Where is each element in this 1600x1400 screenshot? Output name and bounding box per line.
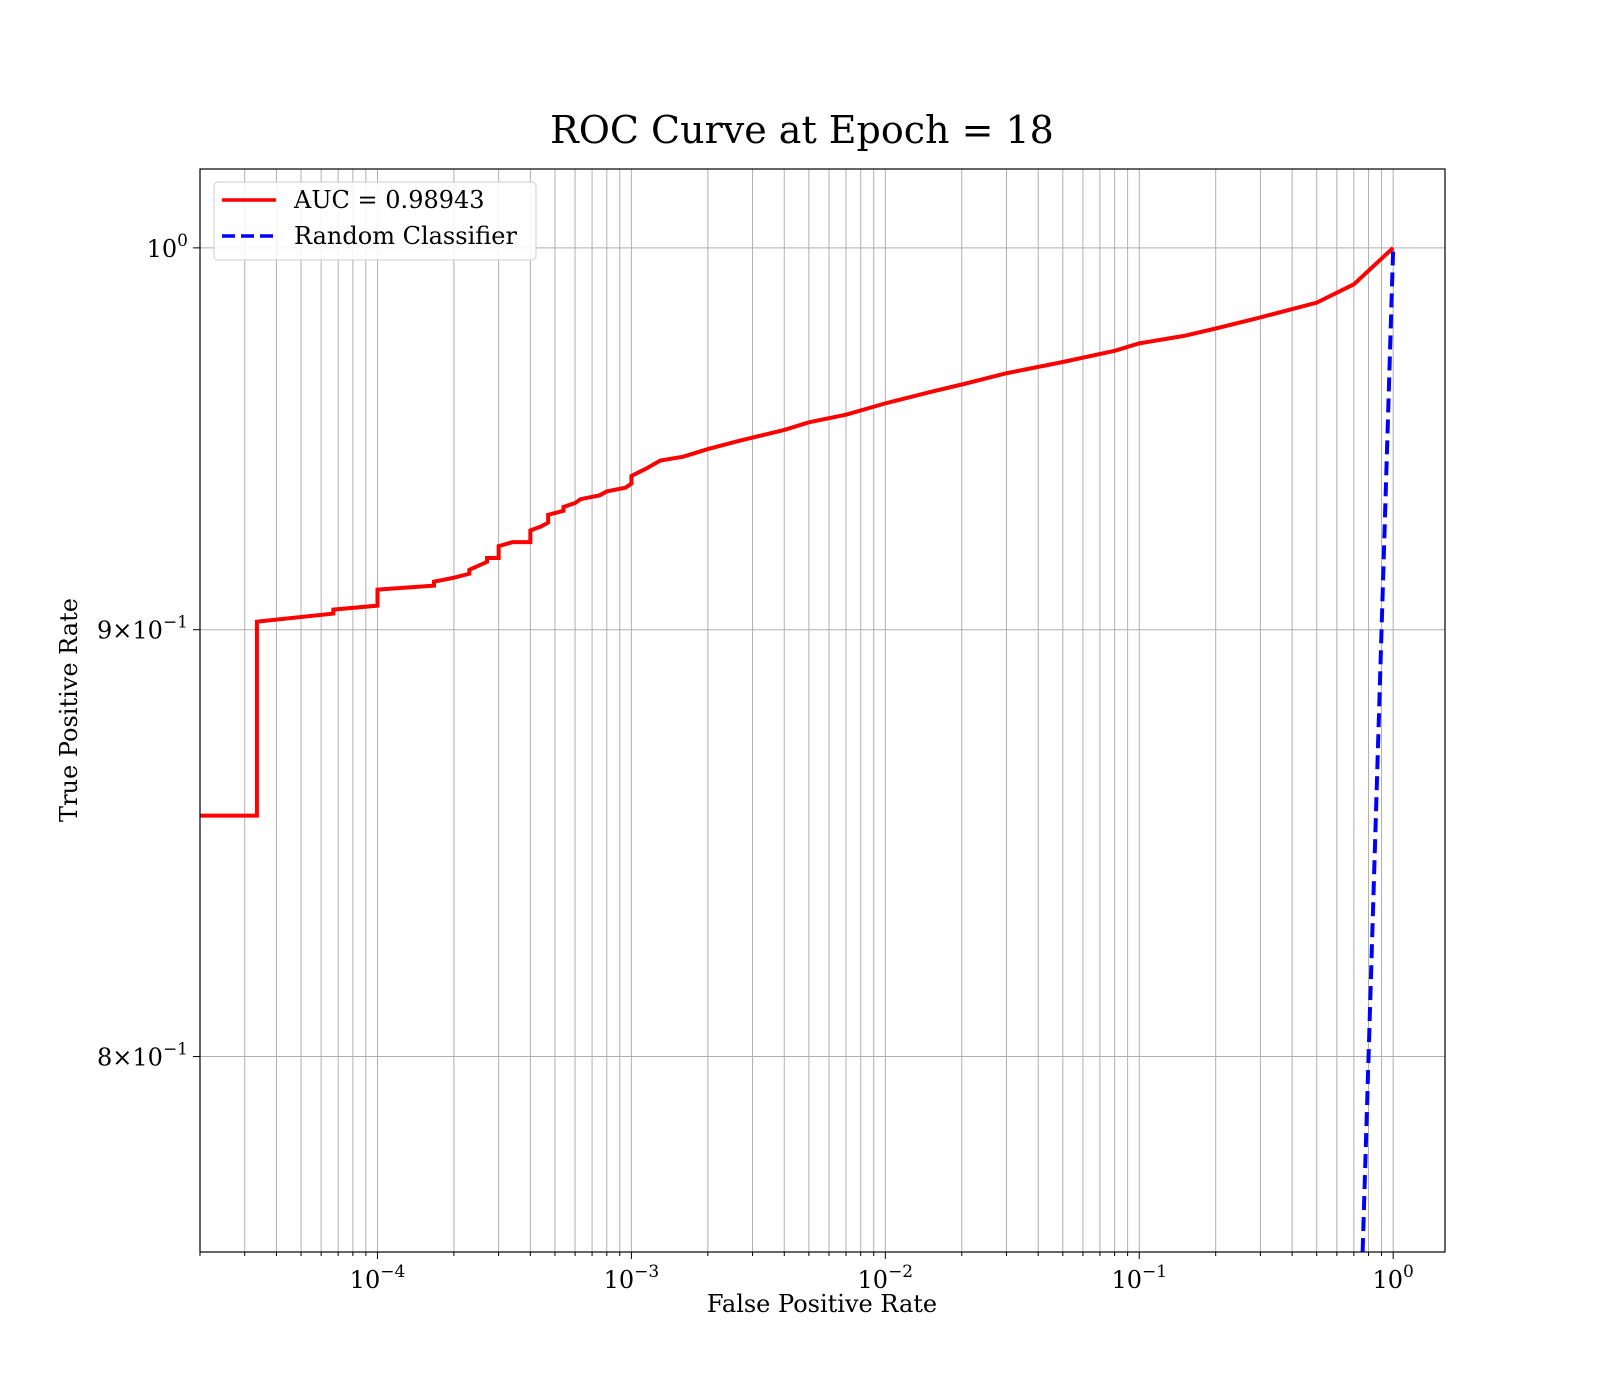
x-tick-label: 10−3 bbox=[604, 1262, 660, 1294]
x-axis-label: False Positive Rate bbox=[707, 1290, 937, 1318]
x-tick-label: 10−1 bbox=[1111, 1262, 1167, 1294]
y-axis-ticks: 100 9×10−1 8×10−1 bbox=[97, 231, 200, 1072]
legend-label-auc: AUC = 0.98943 bbox=[293, 186, 485, 214]
roc-curve-line bbox=[200, 246, 1395, 818]
x-tick-label: 100 bbox=[1372, 1262, 1413, 1294]
y-tick-label: 8×10−1 bbox=[97, 1040, 188, 1072]
chart-title: ROC Curve at Epoch = 18 bbox=[550, 108, 1054, 152]
legend: AUC = 0.98943 Random Classifier bbox=[213, 181, 537, 261]
legend-label-random: Random Classifier bbox=[294, 222, 517, 250]
x-tick-label: 10−4 bbox=[350, 1262, 406, 1294]
x-axis-ticks: 10−4 10−3 10−2 10−1 100 bbox=[199, 1252, 1414, 1294]
series-layer bbox=[200, 246, 1396, 1252]
legend-box bbox=[213, 181, 537, 261]
y-tick-label: 100 bbox=[147, 231, 188, 263]
y-axis-label: True Positive Rate bbox=[55, 598, 83, 822]
plot-frame bbox=[199, 168, 1446, 1253]
grid bbox=[199, 169, 1445, 1252]
y-tick-label: 9×10−1 bbox=[97, 613, 188, 645]
x-tick-label: 10−2 bbox=[858, 1262, 914, 1294]
random-classifier-line bbox=[1360, 247, 1396, 1252]
